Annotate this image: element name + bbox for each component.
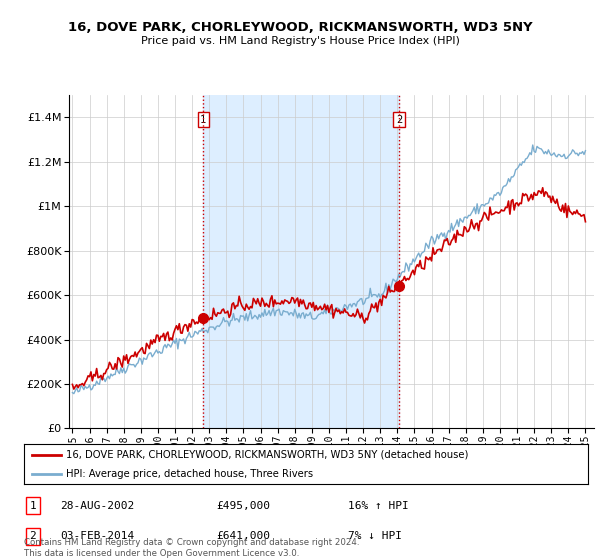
Text: 28-AUG-2002: 28-AUG-2002 [60, 501, 134, 511]
Text: 1: 1 [200, 115, 206, 125]
Text: HPI: Average price, detached house, Three Rivers: HPI: Average price, detached house, Thre… [66, 469, 313, 478]
Text: 2: 2 [29, 531, 37, 542]
Text: 1: 1 [29, 501, 37, 511]
Text: Contains HM Land Registry data © Crown copyright and database right 2024.
This d: Contains HM Land Registry data © Crown c… [24, 538, 359, 558]
Text: 03-FEB-2014: 03-FEB-2014 [60, 531, 134, 542]
Text: 7% ↓ HPI: 7% ↓ HPI [348, 531, 402, 542]
Text: Price paid vs. HM Land Registry's House Price Index (HPI): Price paid vs. HM Land Registry's House … [140, 36, 460, 46]
Text: £641,000: £641,000 [216, 531, 270, 542]
Text: £495,000: £495,000 [216, 501, 270, 511]
Text: 2: 2 [396, 115, 402, 125]
Bar [203, 95, 399, 428]
Text: 16, DOVE PARK, CHORLEYWOOD, RICKMANSWORTH, WD3 5NY (detached house): 16, DOVE PARK, CHORLEYWOOD, RICKMANSWORT… [66, 450, 469, 460]
Text: 16% ↑ HPI: 16% ↑ HPI [348, 501, 409, 511]
Text: 16, DOVE PARK, CHORLEYWOOD, RICKMANSWORTH, WD3 5NY: 16, DOVE PARK, CHORLEYWOOD, RICKMANSWORT… [68, 21, 532, 34]
